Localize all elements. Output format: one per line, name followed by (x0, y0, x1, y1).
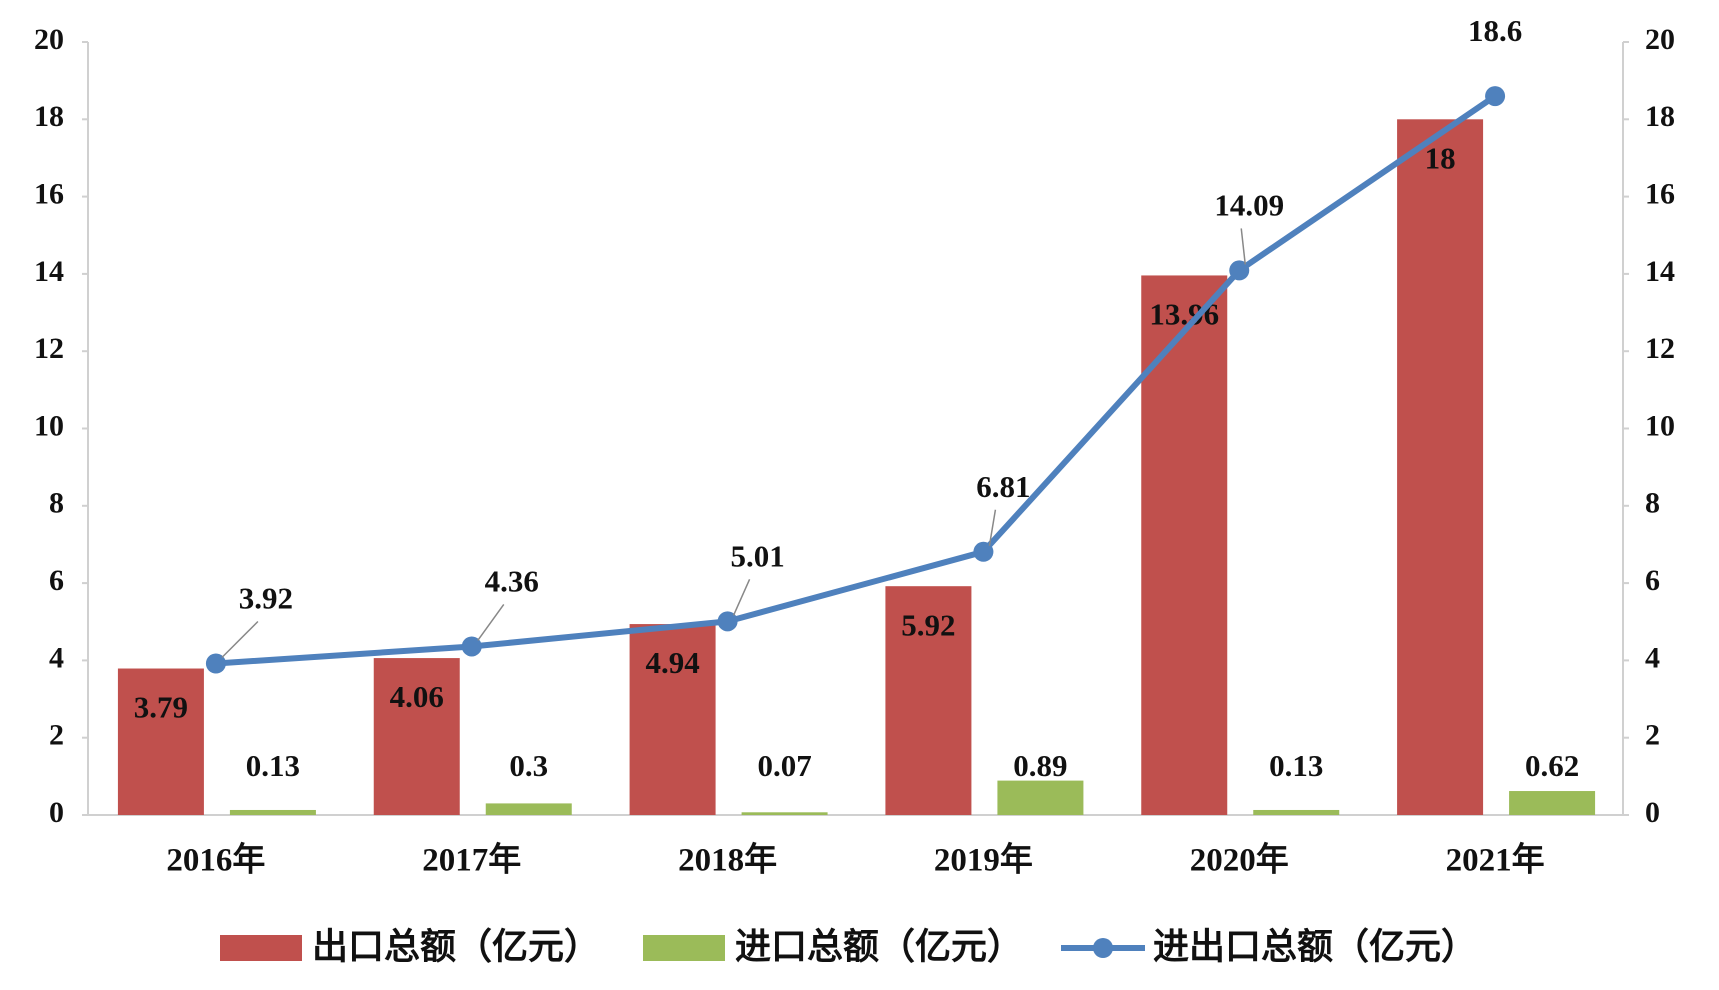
bar (1253, 809, 1340, 815)
legend-label: 出口总额（亿元） (312, 926, 600, 966)
data-label: 18.6 (1468, 13, 1522, 48)
y2-tick-label: 6 (1645, 564, 1660, 597)
data-label: 0.13 (246, 748, 300, 783)
y2-tick-label: 8 (1645, 487, 1660, 520)
y-tick-label: 4 (49, 641, 64, 674)
y-tick-label: 20 (34, 23, 64, 56)
y-tick-label: 2 (49, 719, 64, 752)
data-label: 0.62 (1525, 748, 1579, 783)
x-tick-label: 2021年 (1446, 842, 1545, 879)
bar (997, 780, 1084, 815)
y2-tick-label: 20 (1645, 23, 1675, 56)
bar (1141, 275, 1228, 815)
bar (1509, 791, 1596, 815)
data-label: 0.89 (1013, 748, 1067, 783)
y2-tick-label: 18 (1645, 100, 1675, 133)
data-label: 6.81 (976, 469, 1030, 504)
line (215, 93, 1497, 667)
leader-line (732, 579, 751, 616)
data-label: 4.94 (645, 645, 699, 680)
bar (117, 668, 204, 815)
x-tick-label: 2016年 (166, 842, 265, 879)
legend-swatch (643, 935, 725, 961)
y-tick-label: 12 (34, 332, 64, 365)
x-tick-label: 2019年 (934, 842, 1033, 879)
bar (229, 809, 316, 815)
bar (1397, 119, 1484, 816)
y2-tick-label: 14 (1645, 255, 1675, 288)
leader-line (477, 604, 505, 641)
data-label: 0.07 (757, 748, 811, 783)
legend-label: 进口总额（亿元） (735, 926, 1023, 966)
y2-tick-label: 2 (1645, 719, 1660, 752)
x-tick-label: 2020年 (1190, 842, 1289, 879)
bar (373, 658, 460, 815)
line-point (205, 653, 226, 674)
bar (885, 586, 972, 815)
y2-tick-label: 10 (1645, 409, 1675, 442)
data-label: 3.79 (134, 690, 188, 725)
leader-line (1240, 228, 1246, 265)
data-label: 5.01 (730, 538, 784, 573)
y2-tick-label: 16 (1645, 177, 1675, 210)
line-point (461, 636, 482, 657)
x-tick-label: 2017年 (422, 842, 521, 879)
y2-tick-label: 0 (1645, 796, 1660, 829)
x-tick-label: 2018年 (678, 842, 777, 879)
data-label: 4.06 (390, 679, 444, 714)
legend-swatch (1093, 938, 1113, 958)
y-tick-label: 16 (34, 177, 64, 210)
y-tick-label: 10 (34, 409, 64, 442)
legend-label: 进出口总额（亿元） (1153, 926, 1477, 966)
y2-tick-label: 12 (1645, 332, 1675, 365)
y-tick-label: 0 (49, 796, 64, 829)
line-point (717, 611, 738, 632)
y-tick-label: 8 (49, 487, 64, 520)
line-point (1485, 86, 1506, 107)
bar (741, 812, 828, 815)
bar (629, 624, 716, 815)
data-label: 0.3 (509, 748, 548, 783)
bar (485, 803, 572, 815)
leader-line (988, 509, 997, 546)
y-tick-label: 6 (49, 564, 64, 597)
data-label: 5.92 (901, 607, 955, 642)
legend-swatch (220, 935, 302, 961)
y-tick-label: 18 (34, 100, 64, 133)
leader-line (221, 620, 259, 659)
data-label: 0.13 (1269, 748, 1323, 783)
line-point (1229, 260, 1250, 281)
data-label: 4.36 (485, 564, 539, 599)
data-label: 14.09 (1214, 188, 1284, 223)
y2-tick-label: 4 (1645, 641, 1660, 674)
line-point (973, 541, 994, 562)
y-tick-label: 14 (34, 255, 64, 288)
data-label: 18 (1425, 140, 1456, 175)
data-label: 3.92 (239, 581, 293, 616)
